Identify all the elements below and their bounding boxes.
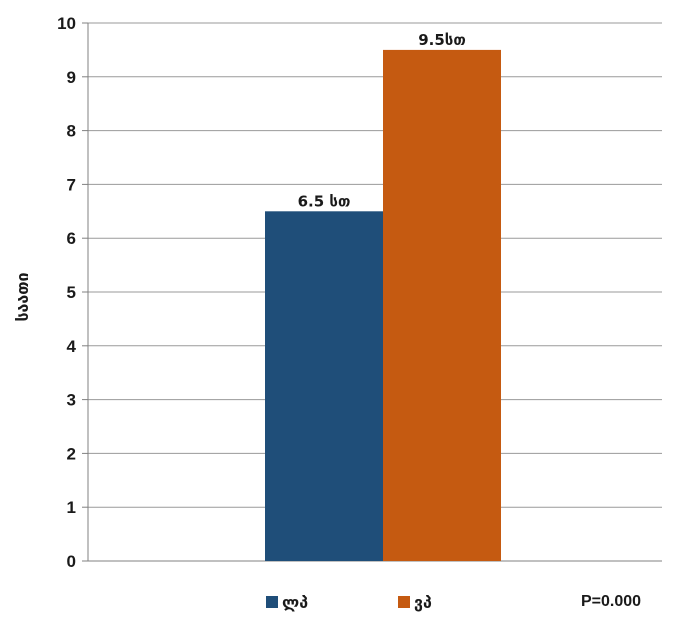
legend-label: ლპ: [282, 593, 308, 612]
data-labels: 6.5 სთ 9.5სთ: [298, 31, 466, 210]
legend-label: ვპ: [414, 593, 432, 612]
p-value-annotation: P=0.000: [581, 593, 641, 610]
y-tick-label: 1: [67, 498, 76, 517]
bar: [265, 211, 383, 562]
y-tick-label: 7: [67, 175, 76, 194]
y-tick-label: 5: [67, 283, 76, 302]
y-tick-label: 10: [57, 14, 76, 33]
legend: ლპ ვპ: [266, 593, 432, 612]
y-tick-label: 2: [67, 444, 76, 463]
y-tick-label: 3: [67, 391, 76, 410]
y-tick-label: 6: [67, 229, 76, 248]
bars: [265, 49, 501, 562]
y-axis-title: საათი: [13, 272, 32, 321]
legend-swatch: [398, 596, 410, 608]
bar-data-label: 9.5სთ: [418, 31, 466, 49]
legend-swatch: [266, 596, 278, 608]
y-tick-label: 9: [67, 68, 76, 87]
y-tick-label: 0: [67, 552, 76, 571]
y-tick-label: 4: [67, 337, 77, 356]
y-tick-label: 8: [67, 122, 76, 141]
y-axis-ticks: 0 1 2 3 4 5 6 7 8 9 10: [57, 14, 76, 571]
bar-data-label: 6.5 სთ: [298, 192, 351, 210]
bar: [383, 49, 501, 562]
